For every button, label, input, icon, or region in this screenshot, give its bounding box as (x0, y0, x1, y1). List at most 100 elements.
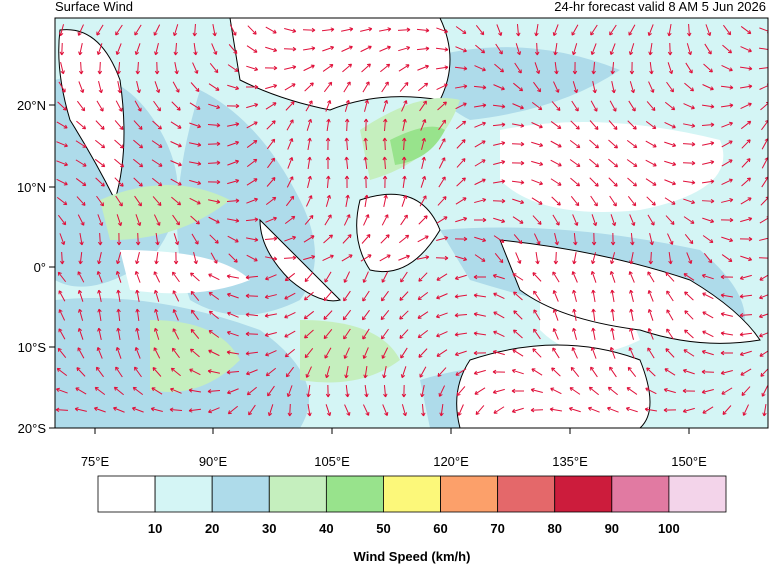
wind-arrow (98, 81, 103, 94)
wind-field (420, 47, 620, 121)
wind-arrow (170, 387, 182, 394)
wind-arrow (363, 365, 368, 379)
wind-arrow (456, 386, 466, 397)
wind-arrow (267, 404, 274, 417)
wind-arrow (399, 329, 409, 339)
wind-arrow (245, 331, 259, 337)
wind-arrow (132, 386, 144, 396)
wind-arrow (531, 179, 543, 186)
wind-arrow (381, 328, 389, 340)
wind-arrow (437, 196, 447, 206)
wind-arrow (360, 27, 373, 32)
wind-field (120, 250, 250, 294)
wind-arrow (550, 387, 562, 395)
wind-arrow (702, 292, 714, 300)
wind-arrow (302, 27, 316, 33)
wind-arrow (401, 384, 407, 398)
wind-arrow (740, 216, 753, 223)
wind-arrow (570, 195, 580, 207)
wind-arrow (513, 310, 523, 320)
wind-arrow (207, 123, 221, 128)
wind-arrow (628, 43, 635, 56)
wind-arrow (56, 367, 68, 377)
wind-arrow (361, 234, 371, 244)
wind-arrow (227, 235, 239, 243)
wind-arrow (535, 251, 540, 265)
wind-arrow (761, 385, 768, 397)
wind-arrow (474, 140, 486, 148)
lon-label: 150°E (671, 454, 707, 469)
wind-arrow (77, 347, 85, 359)
wind-arrow (721, 140, 733, 148)
wind-arrow (721, 198, 734, 203)
wind-arrow (287, 403, 293, 417)
wind-arrow (323, 310, 333, 320)
wind-arrow (531, 160, 544, 167)
map-frame (54, 17, 769, 429)
wind-arrow (325, 404, 332, 417)
wind-arrow (400, 214, 408, 226)
wind-arrow (303, 291, 314, 301)
wind-arrow (645, 121, 657, 130)
wind-arrow (419, 100, 427, 112)
wind-arrow (379, 27, 392, 32)
wind-arrow (590, 43, 597, 55)
wind-arrow (475, 44, 486, 54)
wind-arrow (455, 84, 468, 89)
wind-arrow (722, 405, 732, 415)
wind-arrow (284, 292, 296, 300)
wind-arrow (741, 386, 751, 396)
lon-label: 75°E (81, 454, 110, 469)
wind-arrow (552, 308, 559, 321)
wind-arrow (455, 26, 467, 34)
wind-arrow (286, 176, 294, 188)
wind-arrow (684, 82, 695, 92)
wind-arrow (511, 388, 525, 394)
wind-arrow (758, 313, 768, 319)
wind-arrow (553, 81, 560, 93)
wind-arrow (626, 139, 638, 149)
wind-arrow (493, 160, 506, 165)
wind-arrow (76, 196, 86, 206)
wind-arrow (172, 271, 180, 283)
wind-arrow (189, 142, 202, 147)
wind-arrow (683, 103, 695, 110)
land (259, 218, 341, 302)
wind-arrow (381, 81, 389, 93)
map-field (55, 18, 768, 428)
wind-arrow (436, 216, 448, 224)
wind-arrow (474, 254, 486, 262)
wind-arrow (189, 197, 201, 205)
wind-arrow (435, 312, 448, 319)
wind-arrow (455, 216, 468, 223)
wind-arrow (246, 121, 258, 129)
wind-arrow (344, 118, 350, 132)
wind-arrow (742, 404, 749, 416)
wind-arrow (207, 179, 221, 185)
wind-arrow (153, 327, 160, 340)
wind-arrow (739, 294, 753, 299)
wind-arrow (702, 160, 715, 165)
wind-arrow (550, 178, 562, 186)
wind-arrow (588, 386, 599, 396)
wind-arrow (286, 119, 294, 131)
wind-arrow (398, 45, 411, 52)
colorbar-bin (97, 475, 156, 513)
wind-arrow (226, 103, 240, 109)
wind-arrow (382, 99, 389, 112)
wind-arrow (436, 83, 448, 91)
wind-arrow (267, 157, 276, 169)
wind-arrow (208, 330, 220, 338)
wind-arrow (152, 367, 162, 377)
wind-arrow (473, 217, 487, 223)
wind-arrow (190, 328, 200, 339)
wind-arrow (246, 237, 259, 242)
wind-arrow (226, 198, 240, 203)
wind-arrow (591, 214, 598, 227)
wind-arrow (190, 82, 200, 92)
wind-arrow (592, 81, 597, 94)
wind-arrow (303, 235, 315, 243)
wind-arrow (473, 369, 486, 376)
wind-arrow (647, 271, 655, 283)
wind-arrow (493, 406, 505, 414)
